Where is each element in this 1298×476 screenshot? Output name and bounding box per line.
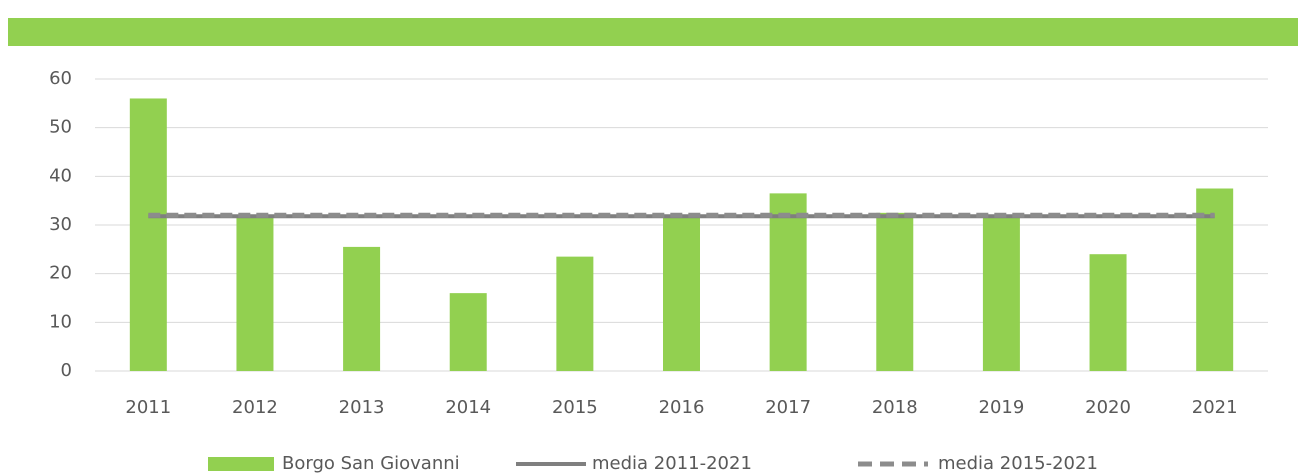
y-tick-label: 60 (49, 68, 72, 89)
legend-label: Borgo San Giovanni (282, 453, 460, 474)
x-tick-label: 2019 (979, 397, 1025, 418)
y-tick-label: 10 (49, 311, 72, 332)
bar (449, 293, 487, 371)
x-tick-label: 2020 (1085, 397, 1131, 418)
bar (769, 193, 807, 371)
y-tick-label: 0 (61, 360, 72, 381)
bar (556, 256, 594, 371)
legend-swatch (208, 457, 274, 471)
bar (343, 246, 381, 371)
y-tick-label: 50 (49, 117, 72, 138)
x-tick-label: 2011 (125, 397, 171, 418)
x-tick-label: 2015 (552, 397, 598, 418)
y-tick-label: 40 (49, 165, 72, 186)
x-tick-label: 2012 (232, 397, 278, 418)
bar (663, 217, 700, 371)
bar (876, 212, 914, 371)
bar (1089, 254, 1127, 371)
bar (1196, 188, 1234, 371)
bar (982, 217, 1020, 371)
legend-label: media 2011-2021 (592, 453, 752, 474)
legend-label: media 2015-2021 (938, 453, 1098, 474)
x-tick-label: 2021 (1192, 397, 1238, 418)
header-band (8, 18, 1298, 46)
y-tick-label: 30 (49, 214, 72, 235)
y-tick-label: 20 (49, 263, 72, 284)
x-tick-label: 2017 (765, 397, 811, 418)
bar (129, 98, 167, 371)
x-tick-label: 2016 (659, 397, 705, 418)
x-tick-label: 2013 (339, 397, 385, 418)
bar (236, 215, 274, 371)
x-tick-label: 2014 (445, 397, 491, 418)
x-tick-label: 2018 (872, 397, 918, 418)
